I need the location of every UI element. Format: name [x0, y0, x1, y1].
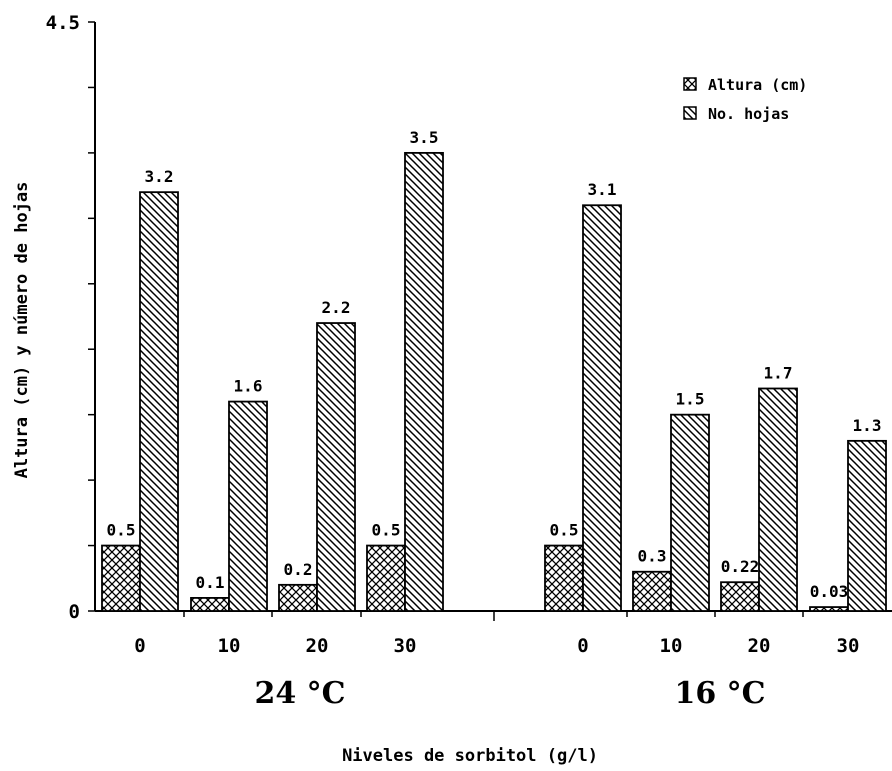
legend-swatch-altura [683, 77, 697, 91]
bar-labels: 0.5 3.2 0.1 1.6 0.2 2.2 0.5 3.5 0.5 3.1 0.3 1.5 0.22… [107, 128, 882, 601]
bar-value-label: 0.3 [638, 547, 667, 566]
legend-label-altura: Altura (cm) [708, 76, 807, 94]
bar-value-label: 1.6 [234, 377, 263, 396]
bar-value-label: 1.3 [853, 416, 882, 435]
x-tick-label: 20 [306, 635, 329, 657]
bar-value-label: 1.7 [764, 363, 793, 382]
x-tick-labels: 0 10 20 30 0 10 20 30 [134, 635, 859, 657]
bar-altura [809, 606, 849, 612]
y-axis-label: Altura (cm) y número de hojas [12, 182, 32, 479]
bar-value-label: 0.1 [196, 573, 225, 592]
legend-label-hojas: No. hojas [708, 105, 789, 123]
bar-hojas [670, 413, 710, 612]
bar-value-label: 2.2 [322, 298, 351, 317]
bar-value-label: 0.5 [372, 521, 401, 540]
group-labels: 24 °C 16 °C [254, 676, 765, 711]
x-tick-label: 10 [218, 635, 241, 657]
bar-hojas [582, 204, 622, 612]
y-tick-label: 4.5 [46, 12, 80, 34]
y-tick-label: 0 [69, 601, 80, 623]
bar-value-label: 1.5 [676, 390, 705, 409]
x-tick-label: 30 [837, 635, 860, 657]
x-tick-label: 20 [748, 635, 771, 657]
x-tick-label: 30 [394, 635, 417, 657]
bar-value-label: 3.1 [588, 180, 617, 199]
group-label: 24 °C [254, 676, 345, 711]
bar-altura [632, 570, 672, 612]
y-ticks: 04.5 [46, 12, 95, 623]
bar-altura [720, 581, 760, 612]
bar-hojas [847, 439, 887, 612]
bar-value-label: 0.5 [107, 521, 136, 540]
bar-value-label: 0.5 [550, 521, 579, 540]
bar-hojas [404, 151, 444, 612]
bar-value-label: 0.03 [810, 582, 849, 601]
x-ticks [183, 611, 804, 621]
bar-altura [278, 583, 318, 612]
x-tick-label: 0 [134, 635, 145, 657]
group-label: 16 °C [674, 676, 765, 711]
bar-value-label: 3.5 [410, 128, 439, 147]
legend: Altura (cm) No. hojas [683, 76, 807, 123]
bars [101, 151, 887, 612]
bar-value-label: 3.2 [145, 167, 174, 186]
bar-altura [366, 544, 406, 612]
bar-value-label: 0.22 [721, 557, 760, 576]
bar-hojas [316, 322, 356, 612]
bar-altura [190, 597, 230, 612]
legend-swatch-hojas [683, 106, 697, 120]
x-tick-label: 10 [660, 635, 683, 657]
bar-hojas [758, 387, 798, 612]
x-axis-label: Niveles de sorbitol (g/l) [342, 746, 598, 766]
bar-altura [101, 544, 141, 612]
bar-hojas [228, 400, 268, 612]
bar-value-label: 0.2 [284, 560, 313, 579]
x-tick-label: 0 [577, 635, 588, 657]
bar-hojas [139, 191, 179, 612]
bar-altura [544, 544, 584, 612]
